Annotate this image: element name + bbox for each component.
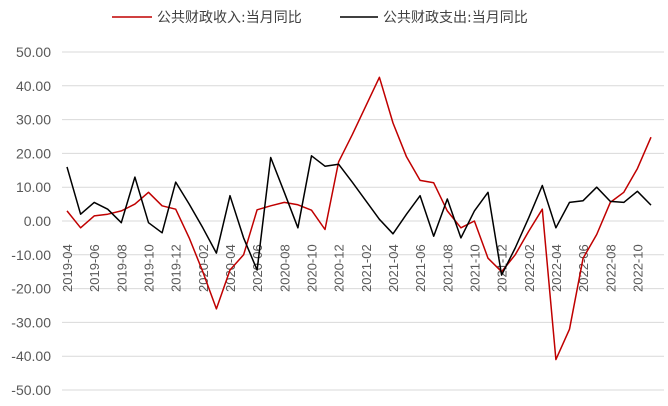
- y-tick-label: -50.00: [11, 382, 51, 398]
- x-tick-label: 2022-08: [603, 244, 618, 292]
- y-tick-label: -40.00: [11, 348, 51, 364]
- x-tick-label: 2020-12: [332, 244, 347, 292]
- legend-label-expenditure: 公共财政支出:当月同比: [383, 10, 528, 26]
- x-tick-label: 2019-10: [141, 244, 156, 292]
- x-tick-label: 2020-08: [277, 244, 292, 292]
- x-axis-ticks: 2019-04 2019-06 2019-08 2019-10 2019-12 2020-…: [60, 244, 645, 292]
- y-tick-label: 20.00: [16, 145, 51, 161]
- x-tick-label: 2022-02: [522, 244, 537, 292]
- x-tick-label: 2021-04: [386, 244, 401, 292]
- x-tick-label: 2021-02: [359, 244, 374, 292]
- x-tick-label: 2022-10: [630, 244, 645, 292]
- x-tick-label: 2020-10: [304, 244, 319, 292]
- series-layer: [66, 76, 652, 361]
- x-tick-label: 2021-06: [413, 244, 428, 292]
- x-tick-label: 2019-04: [60, 244, 75, 292]
- x-tick-label: 2019-08: [114, 244, 129, 292]
- x-tick-label: 2021-08: [440, 244, 455, 292]
- y-tick-label: 40.00: [16, 78, 51, 94]
- y-tick-label: 10.00: [16, 179, 51, 195]
- revenue-series-line: [66, 76, 652, 361]
- x-tick-label: 2021-10: [467, 244, 482, 292]
- expenditure-series-line: [66, 155, 652, 276]
- x-tick-label: 2020-02: [196, 244, 211, 292]
- x-tick-label: 2022-04: [549, 244, 564, 292]
- x-tick-label: 2022-06: [576, 244, 591, 292]
- y-tick-label: -10.00: [11, 247, 51, 263]
- x-tick-label: 2019-12: [169, 244, 184, 292]
- legend: 公共财政收入:当月同比 公共财政支出:当月同比: [112, 10, 528, 26]
- grid: [62, 51, 664, 391]
- y-tick-label: 30.00: [16, 112, 51, 128]
- legend-label-revenue: 公共财政收入:当月同比: [157, 10, 302, 26]
- x-tick-label: 2021-12: [495, 244, 510, 292]
- y-tick-label: 0.00: [24, 213, 51, 229]
- y-tick-label: -20.00: [11, 281, 51, 297]
- y-axis-ticks: 50.00 40.00 30.00 20.00 10.00 0.00 -10.00 -20.0…: [11, 44, 51, 398]
- y-tick-label: 50.00: [16, 44, 51, 60]
- x-tick-label: 2019-06: [87, 244, 102, 292]
- y-tick-label: -30.00: [11, 314, 51, 330]
